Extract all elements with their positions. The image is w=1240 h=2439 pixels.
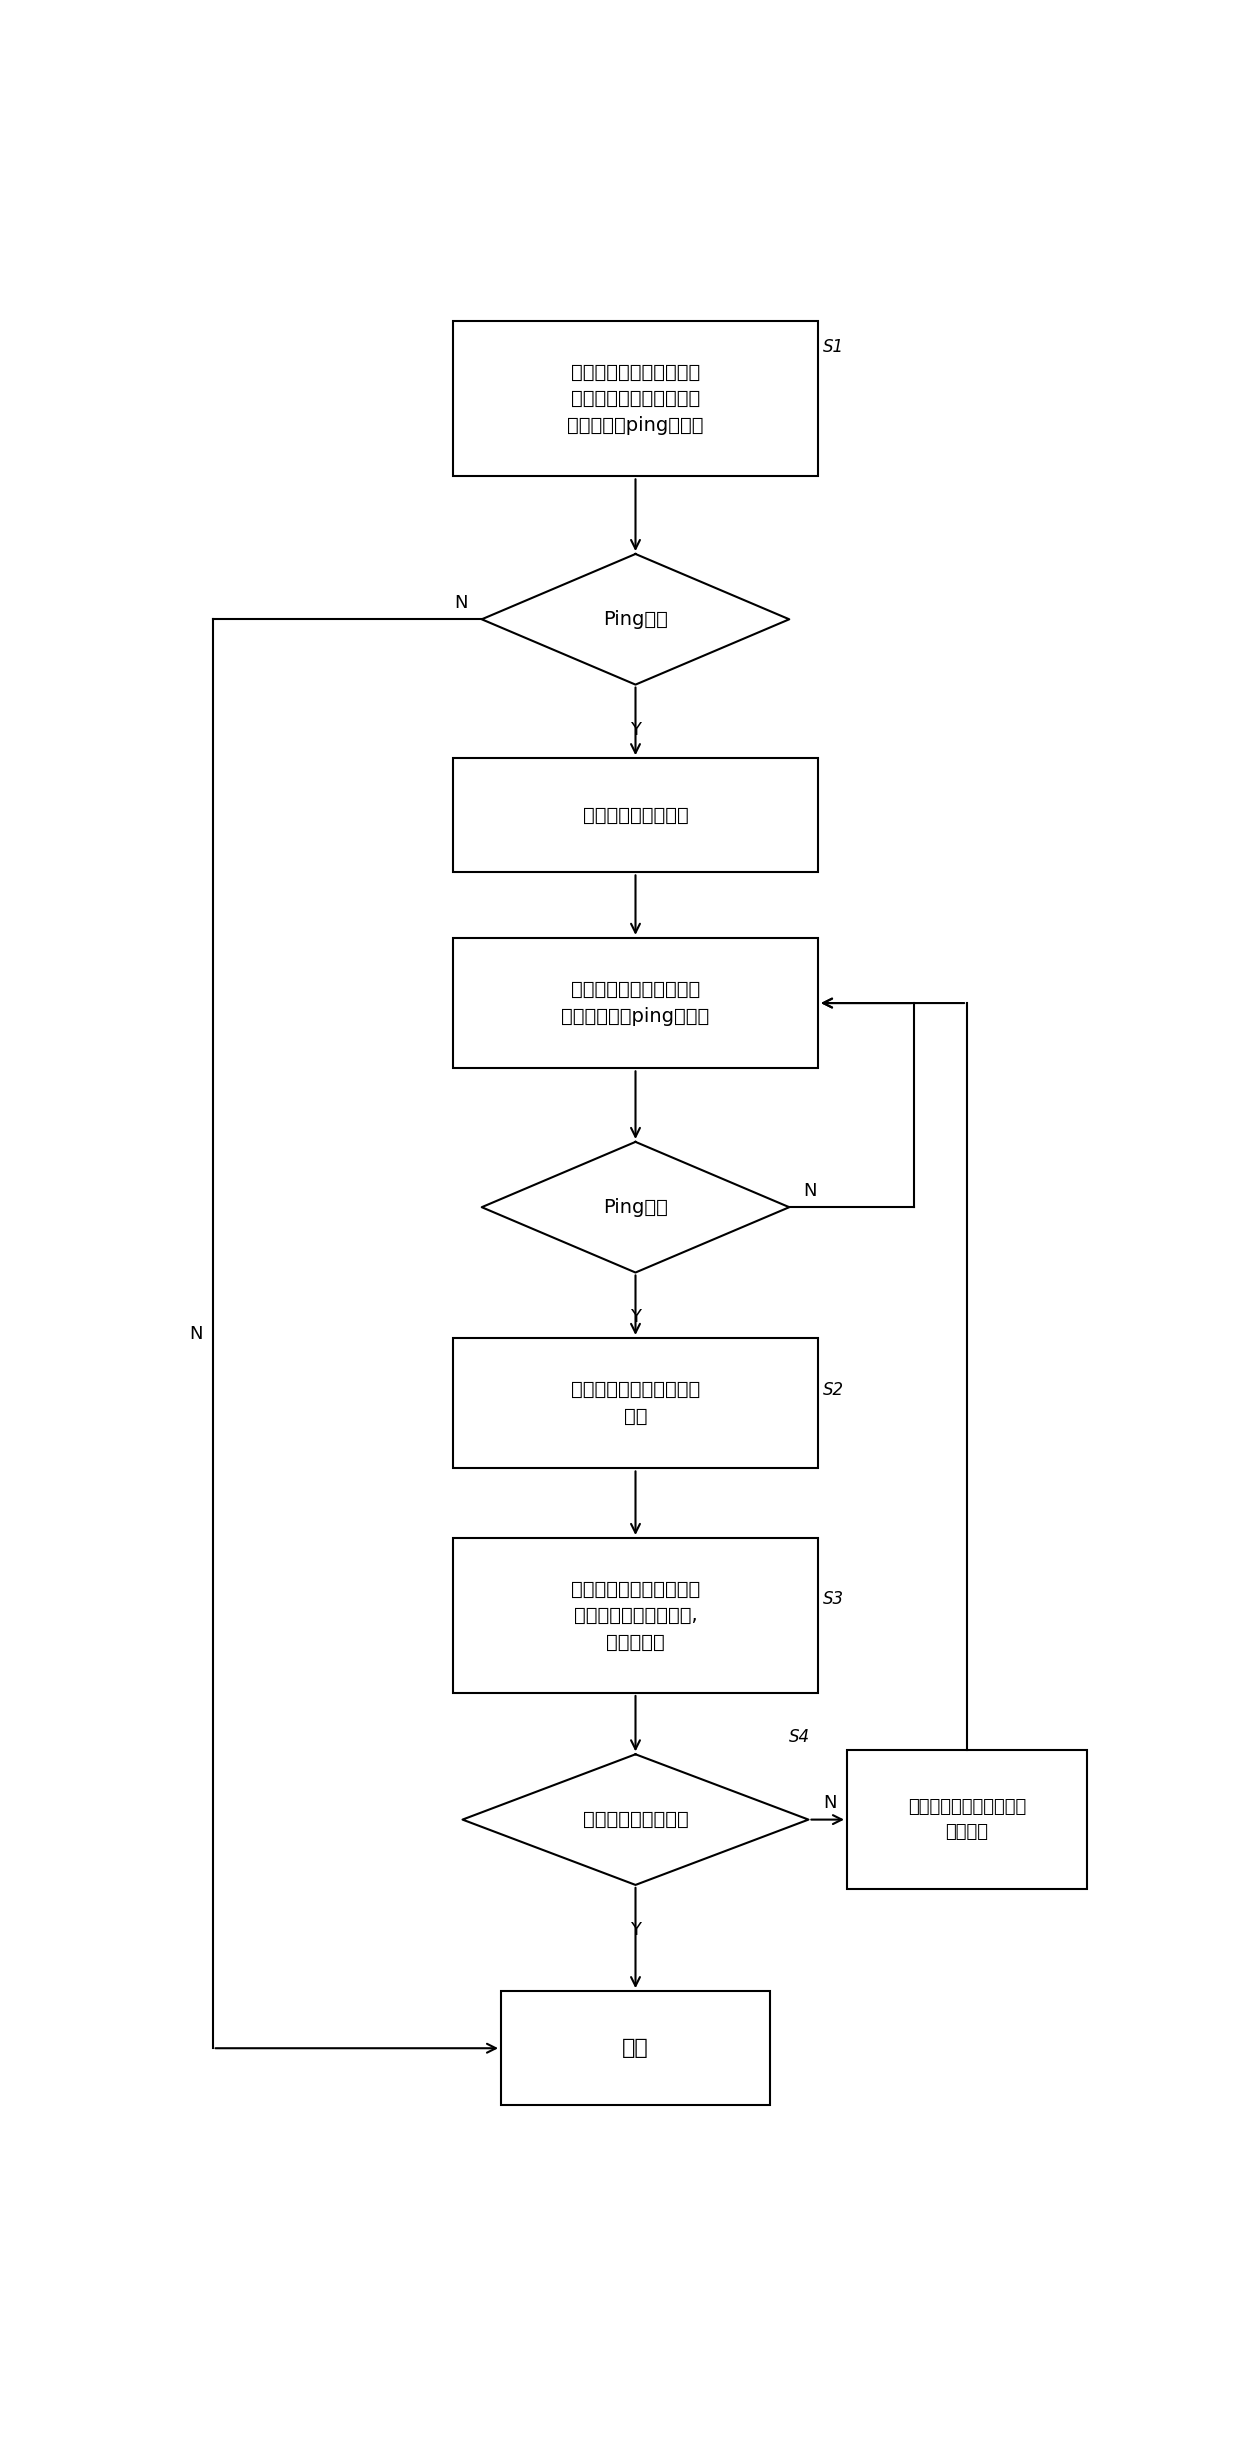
Bar bbox=[453, 322, 818, 476]
Text: N: N bbox=[454, 595, 467, 612]
Text: 配置待测路由器参数: 配置待测路由器参数 bbox=[583, 805, 688, 824]
Text: Ping通？: Ping通？ bbox=[603, 610, 668, 629]
Bar bbox=[501, 1990, 770, 2105]
Text: N: N bbox=[804, 1183, 817, 1200]
Text: 对第二终端内的无线网卡
的网关地址做ping通测试: 对第二终端内的无线网卡 的网关地址做ping通测试 bbox=[562, 980, 709, 1027]
Text: S3: S3 bbox=[823, 1590, 844, 1607]
Text: 第一控制终端对待测路由
器的网关地址及测试仪的
网关地址做ping通测试: 第一控制终端对待测路由 器的网关地址及测试仪的 网关地址做ping通测试 bbox=[567, 363, 704, 434]
Text: 结束: 结束 bbox=[622, 2039, 649, 2059]
Text: 第一控制终端配置测试仪
参数: 第一控制终端配置测试仪 参数 bbox=[570, 1380, 701, 1427]
Text: S4: S4 bbox=[789, 1729, 811, 1746]
Text: 第一控制终端更改待测路
由器参数: 第一控制终端更改待测路 由器参数 bbox=[908, 1798, 1027, 1841]
Text: S2: S2 bbox=[823, 1380, 844, 1400]
Bar bbox=[453, 1339, 818, 1468]
Text: S1: S1 bbox=[823, 337, 844, 356]
Text: 测试仪通过测试获取待测
路由器射频发射机参数,
并记录结果: 测试仪通过测试获取待测 路由器射频发射机参数, 并记录结果 bbox=[570, 1580, 701, 1651]
Text: 所有参数完成测试？: 所有参数完成测试？ bbox=[583, 1810, 688, 1829]
Text: N: N bbox=[823, 1795, 837, 1812]
Text: Y: Y bbox=[630, 720, 641, 739]
Text: Ping通？: Ping通？ bbox=[603, 1198, 668, 1217]
Text: Y: Y bbox=[630, 1307, 641, 1327]
Bar bbox=[453, 1539, 818, 1693]
Bar bbox=[453, 759, 818, 873]
Text: N: N bbox=[190, 1324, 203, 1344]
Bar bbox=[453, 937, 818, 1068]
Bar bbox=[847, 1751, 1087, 1890]
Text: Y: Y bbox=[630, 1922, 641, 1939]
